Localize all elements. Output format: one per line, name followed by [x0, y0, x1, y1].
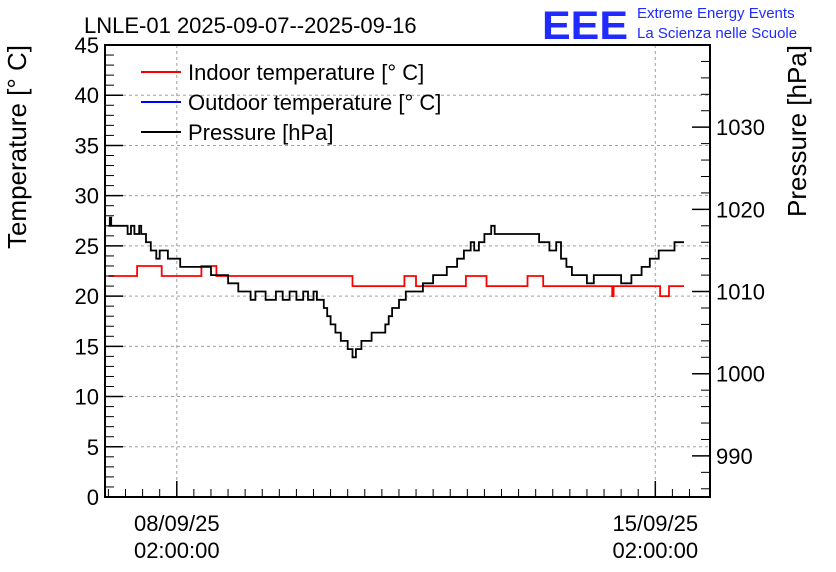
- y-tick-label: 35: [75, 133, 99, 158]
- eee-logo-line2: La Scienza nelle Scuole: [637, 25, 797, 42]
- y2-tick-label: 990: [716, 444, 753, 469]
- y2-axis-label: Pressure [hPa]: [782, 45, 812, 217]
- y2-tick-label: 1030: [716, 115, 765, 140]
- x-tick-time: 02:00:00: [134, 538, 220, 563]
- right-axis: 990 1000 1010 1020 1030: [692, 60, 765, 490]
- legend-label-1: Outdoor temperature [° C]: [188, 90, 441, 115]
- y-tick-label: 5: [87, 435, 99, 460]
- y-tick-label: 10: [75, 385, 99, 410]
- y-tick-label: 20: [75, 284, 99, 309]
- y-tick-label: 30: [75, 184, 99, 209]
- eee-logo-line1: Extreme Energy Events: [637, 5, 795, 22]
- legend-label-2: Pressure [hPa]: [188, 120, 334, 145]
- x-tick-label: 08/09/25: [134, 511, 220, 536]
- y-tick-label: 25: [75, 234, 99, 259]
- y-tick-label: 40: [75, 83, 99, 108]
- series-line-2: [108, 216, 684, 359]
- grid-lines: [105, 45, 710, 497]
- y-tick-label: 15: [75, 334, 99, 359]
- legend-label-0: Indoor temperature [° C]: [188, 60, 424, 85]
- y2-tick-label: 1010: [716, 280, 765, 305]
- left-axis: 0 5 10 15 20 25 30 35 40 45: [75, 33, 123, 510]
- y-tick-label: 45: [75, 33, 99, 58]
- data-series: [108, 216, 684, 498]
- y2-tick-label: 1020: [716, 197, 765, 222]
- series-line-0: [108, 265, 684, 297]
- eee-logo: EEE: [542, 4, 628, 48]
- y-axis-label: Temperature [° C]: [2, 45, 32, 249]
- y-tick-label: 0: [87, 485, 99, 510]
- legend: Indoor temperature [° C] Outdoor temperat…: [141, 60, 441, 145]
- y2-tick-label: 1000: [716, 362, 765, 387]
- x-tick-label: 15/09/25: [612, 511, 698, 536]
- plot-frame: [104, 44, 711, 498]
- chart-title: LNLE-01 2025-09-07--2025-09-16: [84, 13, 417, 38]
- x-tick-time: 02:00:00: [612, 538, 698, 563]
